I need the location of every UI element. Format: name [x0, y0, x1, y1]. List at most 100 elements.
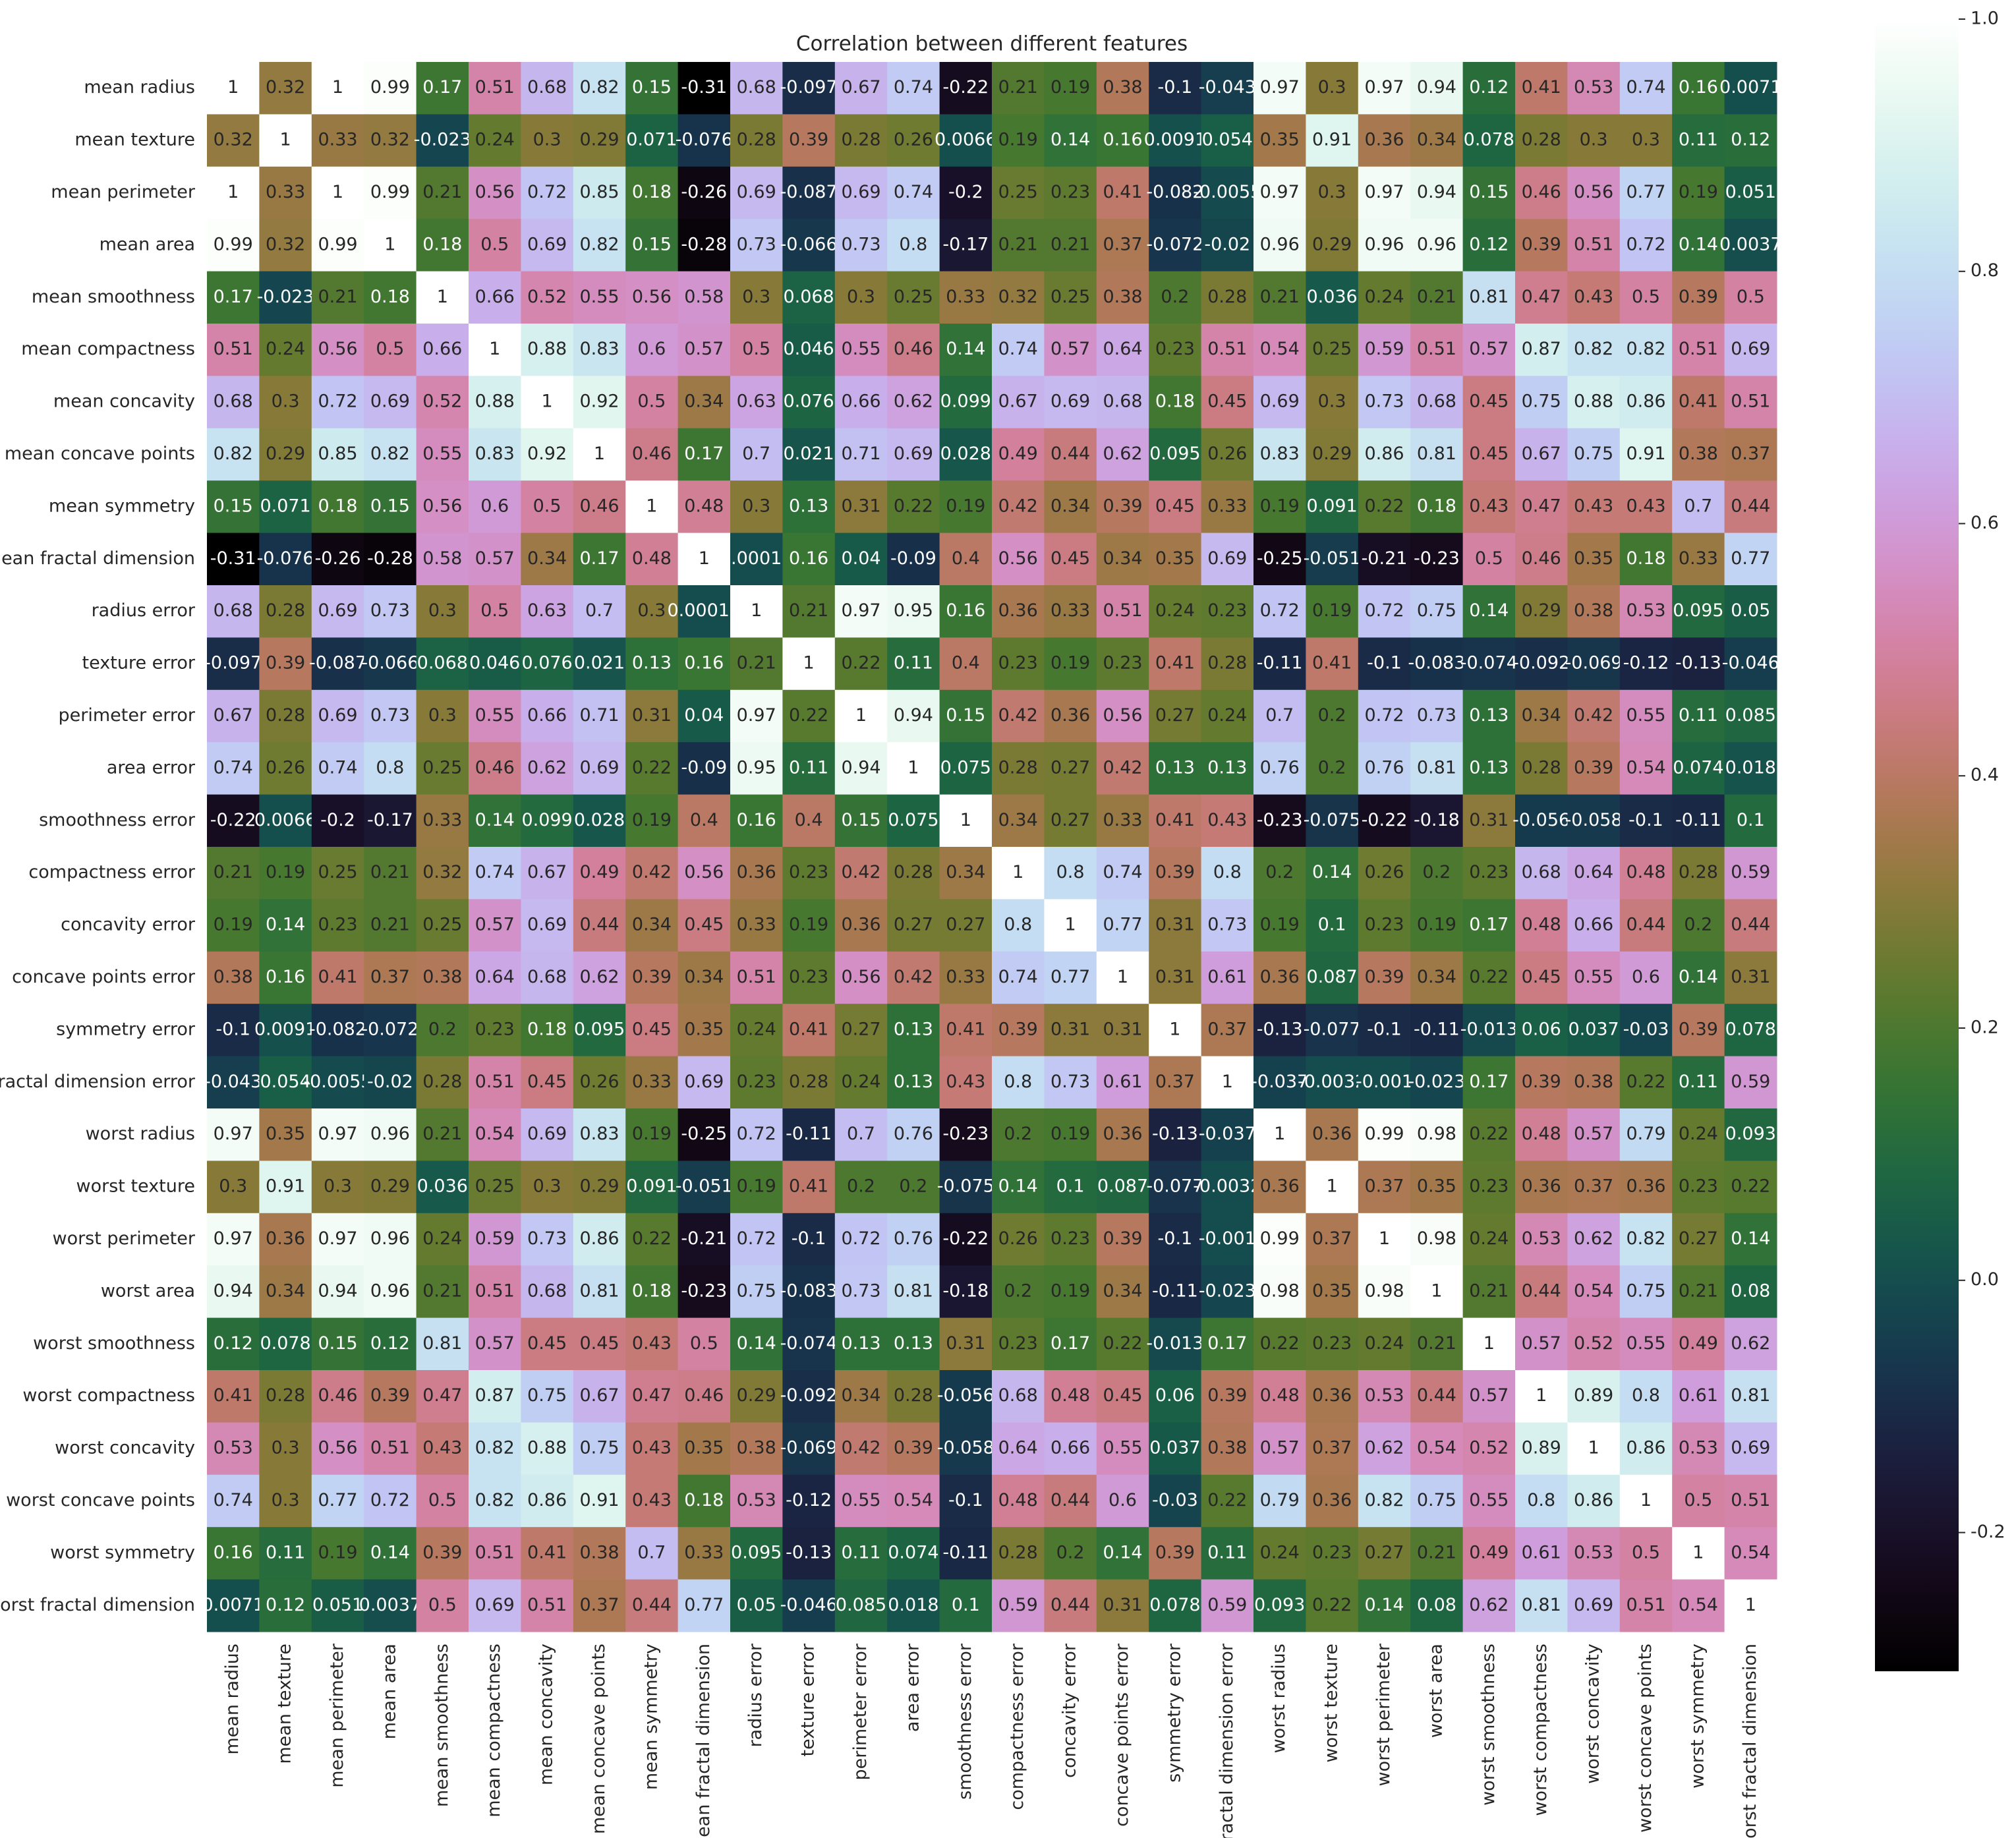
- cell-label: 0.46: [632, 444, 672, 464]
- cell-label: 0.17: [1469, 1072, 1509, 1092]
- cell-label: 0.23: [318, 915, 357, 935]
- cell-label: 0.68: [1417, 391, 1456, 412]
- cell-label: -0.0032: [1298, 1072, 1366, 1092]
- cell-label: 0.4: [952, 653, 980, 674]
- heatmap-cell: [1201, 637, 1254, 691]
- cell-label: 0.44: [1731, 915, 1770, 935]
- cell-label: 0.52: [1469, 1438, 1509, 1458]
- cell-label: 0.56: [632, 287, 672, 307]
- cell-label: 0.88: [527, 1438, 567, 1458]
- heatmap-cell: [1410, 480, 1464, 534]
- cell-label: 0.28: [422, 1072, 462, 1092]
- heatmap-cell: [887, 480, 940, 534]
- cell-label: -0.046: [1722, 653, 1779, 674]
- heatmap-cell: [1201, 532, 1254, 586]
- cell-label: 0.36: [1260, 1176, 1300, 1197]
- cell-label: 0.8: [1004, 1072, 1032, 1092]
- cell-label: 0.39: [1155, 1542, 1195, 1563]
- y-tick-label: worst radius: [86, 1124, 195, 1144]
- heatmap-cell: [1096, 951, 1149, 1004]
- cell-label: 0.38: [737, 1438, 776, 1458]
- heatmap-cell: [469, 1370, 521, 1423]
- heatmap-cell: [1724, 1213, 1777, 1266]
- heatmap-cell: [782, 1161, 836, 1214]
- heatmap-cell: [1201, 899, 1254, 952]
- heatmap-cell: [625, 847, 679, 900]
- heatmap-cell: [1462, 1370, 1516, 1423]
- cell-label: 0.28: [1207, 653, 1247, 674]
- cell-label: 0.2: [899, 1176, 927, 1197]
- colorbar: [1875, 19, 1959, 1671]
- cell-label: 0.48: [1522, 915, 1561, 935]
- cell-label: 0.00011: [720, 548, 793, 569]
- cell-label: 0.45: [632, 1019, 672, 1039]
- cell-label: 0.82: [1626, 1228, 1665, 1249]
- heatmap-cell: [469, 847, 521, 900]
- cell-label: 0.028: [940, 444, 991, 464]
- cell-label: 0.97: [841, 600, 880, 621]
- cell-label: 0.076: [521, 653, 572, 674]
- cell-label: 0.19: [1679, 182, 1718, 202]
- cell-label: -0.092: [1512, 653, 1570, 674]
- cell-label: 0.81: [1417, 757, 1456, 778]
- cell-label: 0.45: [579, 1333, 619, 1354]
- heatmap-cell: [1672, 1474, 1725, 1528]
- cell-label: 0.0091: [1144, 130, 1206, 150]
- cell-label: 0.2: [1056, 1542, 1085, 1563]
- cell-label: 0.45: [684, 915, 724, 935]
- heatmap-cell: [1358, 62, 1411, 115]
- cell-label: 1: [332, 77, 343, 98]
- heatmap-cell: [625, 1527, 679, 1580]
- heatmap-cell: [1149, 1108, 1202, 1161]
- heatmap-cell: [1096, 847, 1149, 900]
- heatmap-cell: [573, 114, 626, 167]
- cell-label: 0.19: [318, 1542, 357, 1563]
- heatmap-cell: [782, 1265, 836, 1319]
- cell-label: 0.8: [1527, 1490, 1555, 1510]
- cell-label: 0.73: [737, 234, 776, 254]
- cell-label: 0.72: [527, 182, 567, 202]
- cell-label: 0.3: [637, 600, 666, 621]
- heatmap-cell: [1096, 1056, 1149, 1109]
- heatmap-cell: [1515, 271, 1568, 324]
- cell-label: 0.15: [632, 234, 672, 254]
- cell-label: 1: [1222, 1072, 1233, 1092]
- cell-label: 0.49: [998, 444, 1038, 464]
- x-tick-label: concave points error: [1112, 1643, 1132, 1827]
- heatmap-cell: [1515, 62, 1568, 115]
- heatmap-cell: [625, 1422, 679, 1476]
- heatmap-cell: [677, 1579, 731, 1632]
- heatmap-cell: [1044, 376, 1097, 429]
- heatmap-cell: [625, 1056, 679, 1109]
- cell-label: 0.23: [789, 967, 828, 987]
- cell-label: -0.076: [257, 548, 314, 569]
- cell-label: 0.22: [1312, 1595, 1352, 1615]
- cell-label: 0.57: [1469, 1385, 1509, 1406]
- heatmap-cell: [1410, 1422, 1464, 1476]
- cell-label: 0.94: [214, 1280, 253, 1301]
- cell-label: 0.33: [1051, 600, 1090, 621]
- cell-label: 0.3: [272, 391, 300, 412]
- heatmap-cell: [1410, 1474, 1464, 1528]
- cell-label: 0.88: [527, 339, 567, 359]
- heatmap-cell: [416, 1108, 469, 1161]
- cell-label: 0.82: [475, 1438, 515, 1458]
- heatmap-cell: [1044, 1265, 1097, 1319]
- heatmap-cell: [939, 1317, 993, 1371]
- cell-label: 0.27: [1155, 705, 1195, 726]
- heatmap-cell: [1724, 951, 1777, 1004]
- heatmap-cell: [573, 1161, 626, 1214]
- heatmap-cell: [1619, 1370, 1673, 1423]
- y-tick-label: symmetry error: [56, 1019, 196, 1039]
- heatmap-cell: [1253, 742, 1306, 795]
- heatmap-cell: [1515, 428, 1568, 481]
- heatmap-cell: [625, 794, 679, 847]
- heatmap-cell: [207, 376, 260, 429]
- heatmap-cell: [1672, 324, 1725, 376]
- heatmap-cell: [1672, 1317, 1725, 1371]
- cell-label: 0.6: [637, 339, 666, 359]
- heatmap-cell: [1410, 1527, 1464, 1580]
- cell-label: 0.093: [1254, 1595, 1305, 1615]
- heatmap-cell: [1096, 1370, 1149, 1423]
